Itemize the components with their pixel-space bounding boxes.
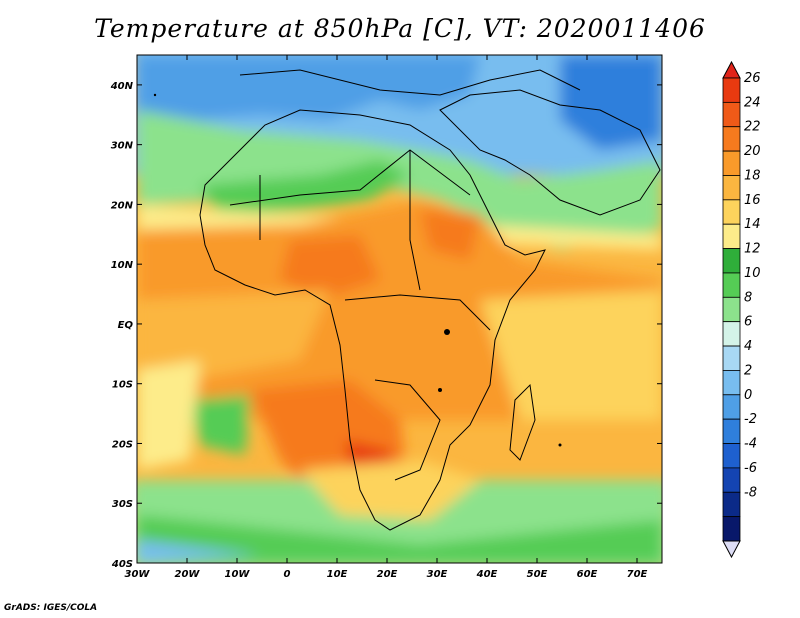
y-tick-label: 20N [111, 200, 134, 211]
field-coldest-asia [560, 55, 662, 150]
field-south-blue [137, 540, 260, 563]
temperature-field [137, 55, 662, 563]
colorbar-label: 6 [744, 315, 752, 330]
y-tick-label: 10S [112, 380, 133, 391]
colorbar-label: 22 [744, 120, 761, 135]
x-tick-label: 0 [284, 569, 291, 580]
colorbar-swatch [722, 101, 741, 128]
x-tick-label: 20E [377, 569, 398, 580]
y-tick-label: 30N [111, 141, 134, 152]
lakes [153, 93, 562, 447]
colorbar-swatch [722, 467, 741, 493]
colorbar-swatch [722, 394, 741, 420]
x-tick-label: 70E [627, 569, 648, 580]
colorbar-label: 26 [744, 71, 761, 86]
field-hot-sudan [420, 210, 480, 260]
colorbar-label: -6 [744, 461, 757, 476]
x-tick-label: 10W [225, 569, 251, 580]
colorbar-label: 20 [744, 144, 761, 159]
colorbar-swatch [722, 443, 741, 469]
field-sahara-green [200, 160, 410, 215]
y-tick-label: 30S [112, 499, 133, 510]
colorbar-swatch [722, 248, 741, 274]
colorbar-label: -8 [744, 485, 757, 500]
sahel-border [229, 149, 471, 206]
arabia-coastline [439, 89, 661, 216]
plot-frame [136, 54, 663, 564]
field-south-green [137, 515, 662, 563]
colorbar-swatch [722, 150, 741, 176]
colorbar-label: 24 [744, 95, 761, 110]
sudan-border [409, 150, 421, 291]
field-indian-ocean [480, 290, 662, 420]
field-atlantic-pale [137, 360, 200, 470]
field-colder-med [137, 55, 480, 120]
southern-border [374, 379, 441, 481]
x-tick-label: 60E [577, 569, 598, 580]
madagascar-coastline [509, 383, 536, 461]
x-tick-label: 30E [427, 569, 448, 580]
colorbar-swatch [722, 370, 741, 396]
y-tick-label: EQ [118, 320, 134, 331]
field-south-land [300, 460, 480, 520]
central-border [344, 294, 491, 331]
colorbar-label: 2 [744, 363, 752, 378]
coastlines [199, 69, 661, 531]
colorbar-swatch [722, 199, 741, 225]
grads-credit: GrADS: IGES/COLA [4, 603, 98, 613]
colorbar-swatch [722, 516, 741, 542]
x-tick-label: 30W [125, 569, 151, 580]
colorbar-label: 18 [744, 168, 761, 183]
colorbar-label: 8 [744, 290, 752, 305]
y-tick-label: 40S [111, 559, 133, 570]
map-title: Temperature at 850hPa [C], VT: 202001140… [94, 14, 706, 43]
colorbar-bottom-arrow [722, 540, 741, 559]
x-tick-label: 10E [327, 569, 348, 580]
x-tick-label: 50E [527, 569, 548, 580]
colorbar-swatch [722, 418, 741, 444]
colorbar-swatch [722, 272, 741, 298]
colorbar-swatch [722, 491, 741, 518]
colorbar-label: 0 [744, 388, 752, 403]
colorbar-label: 12 [744, 242, 761, 257]
colorbar-label: 4 [744, 339, 752, 354]
y-axis: 40S 30S 20S 10S EQ 10N 20N 30N 40N [110, 81, 662, 570]
colorbar-label: 10 [744, 266, 761, 281]
x-tick-label: 40E [476, 569, 498, 580]
field-hot-nigeria [280, 235, 380, 300]
y-tick-label: 20S [112, 439, 133, 450]
colorbar-swatch [722, 77, 741, 103]
x-tick-label: 20W [175, 569, 201, 580]
colorbar-label: 16 [744, 193, 761, 208]
europe-coastline [239, 69, 581, 96]
colorbar-swatch [722, 345, 741, 371]
colorbar-label: -4 [744, 437, 757, 452]
colorbar-swatch [722, 175, 741, 201]
field-atlantic-green [190, 395, 250, 455]
colorbar-top-arrow [722, 60, 741, 79]
y-tick-label: 10N [111, 260, 134, 271]
colorbar-swatch [722, 126, 741, 152]
colorbar-swatch [722, 223, 741, 249]
africa-coastline [199, 109, 546, 531]
colorbar-swatch [722, 321, 741, 347]
y-tick-label: 40N [110, 81, 134, 92]
colorbar-label: 14 [744, 217, 761, 232]
colorbar-swatch [722, 296, 741, 323]
colorbar-label: -2 [744, 412, 757, 427]
x-axis: 30W 20W 10W 0 10E 20E 30E 40E 50E 60E 70E [125, 55, 648, 580]
